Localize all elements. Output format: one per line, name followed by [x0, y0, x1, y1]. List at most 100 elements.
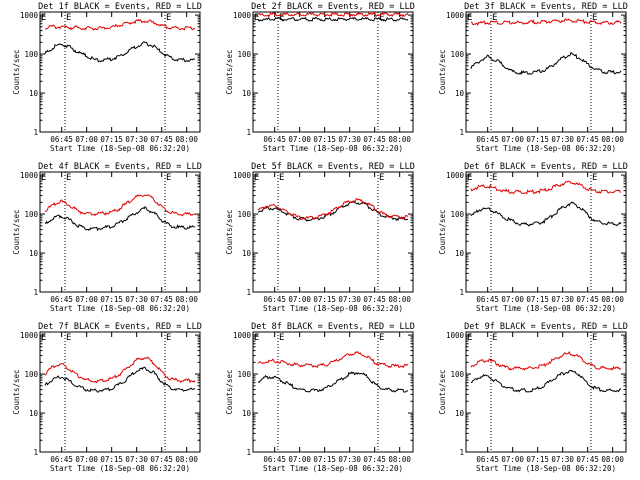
events-series-line	[44, 206, 196, 232]
event-marker: E	[279, 173, 284, 183]
plot-frame	[39, 171, 201, 293]
x-tick-label: 07:30	[551, 455, 574, 464]
x-tick-label: 07:00	[501, 295, 524, 304]
events-series-line	[470, 51, 622, 76]
y-tick-label: 10	[455, 89, 465, 98]
y-tick-label: 1	[246, 288, 251, 297]
plot-frame	[465, 331, 627, 453]
y-tick-label: 1000	[446, 331, 465, 340]
y-axis-label: Counts/sec	[12, 49, 21, 94]
event-marker: E	[492, 13, 497, 23]
chart-panel: Det 2f BLACK = Events, RED = LLD 1 10 100 10…	[225, 2, 415, 153]
plot-frame	[252, 171, 414, 293]
x-tick-label: 07:15	[100, 295, 123, 304]
x-tick-label: 08:00	[175, 455, 198, 464]
x-tick-label: 07:45	[150, 455, 173, 464]
x-tick-label: 06:45	[50, 135, 73, 144]
chart-panel: Det 1f BLACK = Events, RED = LLD 1 10 100 10…	[12, 2, 202, 153]
x-tick-label: 07:00	[501, 135, 524, 144]
events-series-line	[257, 16, 409, 22]
x-tick-label: 07:00	[75, 135, 98, 144]
plot-frame	[465, 171, 627, 293]
y-tick-label: 1	[459, 128, 464, 137]
y-tick-label: 10	[455, 409, 465, 418]
event-marker: E	[166, 173, 171, 183]
y-tick-label: 100	[24, 370, 38, 379]
y-axis-label: Counts/sec	[225, 49, 234, 94]
x-tick-label: 07:30	[551, 135, 574, 144]
x-tick-label: 06:45	[476, 295, 499, 304]
x-tick-label: 07:00	[288, 135, 311, 144]
x-tick-label: 07:45	[576, 455, 599, 464]
x-tick-label: 08:00	[175, 135, 198, 144]
y-tick-label: 100	[24, 50, 38, 59]
lld-series-line	[470, 18, 622, 27]
chart-title: Det 2f BLACK = Events, RED = LLD	[251, 2, 415, 12]
x-tick-label: 08:00	[601, 455, 624, 464]
x-tick-label: 06:45	[263, 455, 286, 464]
events-series-line	[257, 371, 408, 393]
event-marker: E	[254, 13, 259, 23]
x-tick-label: 08:00	[388, 295, 411, 304]
x-tick-label: 07:00	[75, 295, 98, 304]
x-tick-label: 06:45	[50, 455, 73, 464]
y-tick-label: 1000	[20, 171, 39, 180]
lld-series-line	[44, 18, 196, 31]
events-series-line	[470, 201, 622, 227]
event-marker: E	[66, 333, 71, 343]
event-marker: E	[279, 13, 284, 23]
x-tick-label: 07:45	[363, 295, 386, 304]
event-marker: E	[492, 333, 497, 343]
x-tick-label: 07:45	[150, 135, 173, 144]
x-axis-label: Start Time (18-Sep-08 06:32:20)	[50, 464, 190, 473]
chart-title: Det 6f BLACK = Events, RED = LLD	[464, 162, 628, 172]
y-tick-label: 1	[246, 128, 251, 137]
y-tick-label: 100	[237, 50, 251, 59]
x-tick-label: 07:45	[363, 135, 386, 144]
x-tick-label: 07:15	[313, 295, 336, 304]
x-tick-label: 07:00	[501, 455, 524, 464]
event-marker: E	[66, 13, 71, 23]
x-tick-label: 07:30	[338, 295, 361, 304]
x-tick-label: 08:00	[388, 135, 411, 144]
x-tick-label: 06:45	[263, 135, 286, 144]
x-tick-label: 08:00	[601, 135, 624, 144]
events-series-line	[471, 369, 622, 393]
chart-title: Det 4f BLACK = Events, RED = LLD	[38, 162, 202, 172]
chart-title: Det 1f BLACK = Events, RED = LLD	[38, 2, 202, 12]
event-marker: E	[166, 333, 171, 343]
chart-panel: Det 6f BLACK = Events, RED = LLD 1 10 100 10…	[438, 162, 628, 313]
y-tick-label: 1	[246, 448, 251, 457]
y-tick-label: 100	[450, 370, 464, 379]
y-axis-label: Counts/sec	[438, 209, 447, 254]
x-tick-label: 07:30	[338, 135, 361, 144]
events-series-line	[257, 201, 409, 222]
x-axis-label: Start Time (18-Sep-08 06:32:20)	[263, 144, 403, 153]
event-marker: E	[166, 13, 171, 23]
y-axis-label: Counts/sec	[225, 209, 234, 254]
y-tick-label: 1000	[20, 331, 39, 340]
x-tick-label: 07:30	[125, 455, 148, 464]
y-tick-label: 10	[242, 89, 252, 98]
x-tick-label: 07:00	[288, 455, 311, 464]
chart-panel: Det 5f BLACK = Events, RED = LLD 1 10 100 10…	[225, 162, 415, 313]
x-axis-label: Start Time (18-Sep-08 06:32:20)	[476, 144, 616, 153]
y-tick-label: 1	[33, 448, 38, 457]
y-tick-label: 10	[29, 409, 39, 418]
x-tick-label: 07:15	[313, 135, 336, 144]
event-marker: E	[467, 173, 472, 183]
chart-panel: Det 7f BLACK = Events, RED = LLD 1 10 100 10…	[12, 322, 202, 473]
y-tick-label: 1	[33, 128, 38, 137]
y-tick-label: 100	[450, 210, 464, 219]
x-axis-label: Start Time (18-Sep-08 06:32:20)	[476, 464, 616, 473]
y-axis-label: Counts/sec	[12, 369, 21, 414]
x-tick-label: 06:45	[50, 295, 73, 304]
x-tick-label: 07:45	[363, 455, 386, 464]
x-tick-label: 07:30	[551, 295, 574, 304]
x-tick-label: 07:30	[338, 455, 361, 464]
event-marker: E	[254, 333, 259, 343]
event-marker: E	[254, 173, 259, 183]
event-marker: E	[279, 333, 284, 343]
plot-frame	[252, 11, 414, 133]
